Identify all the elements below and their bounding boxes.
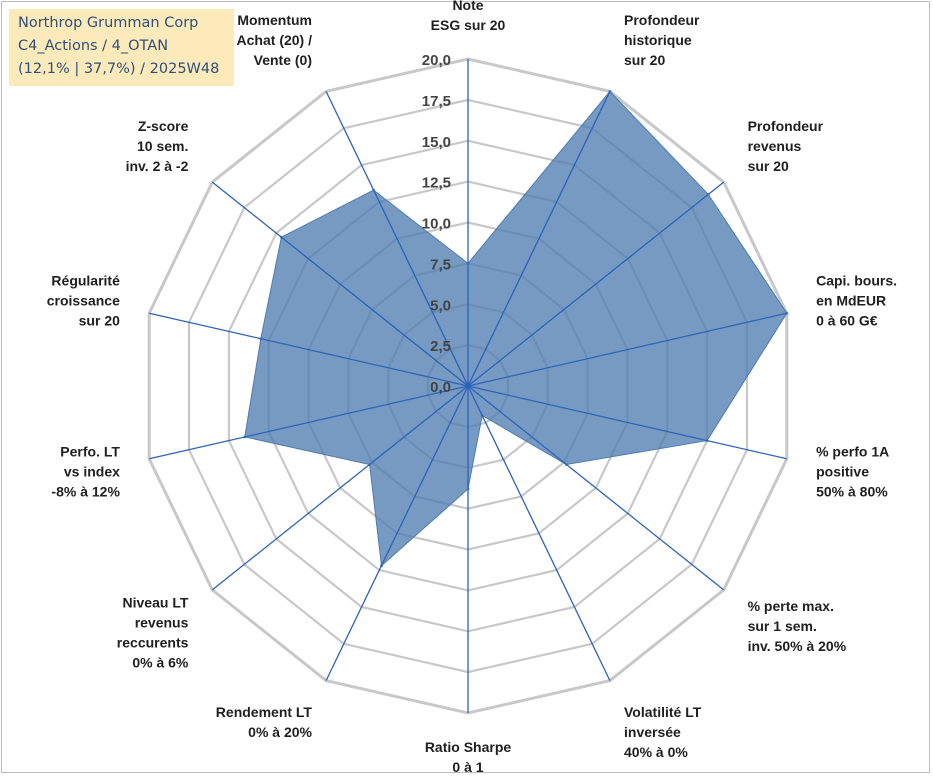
tick-label-5: 12,5 bbox=[422, 175, 451, 192]
stats-week: (12,1% | 37,7%) / 2025W48 bbox=[18, 61, 220, 77]
axis-spoke-10 bbox=[149, 385, 469, 460]
axis-label-4: % perfo 1A positive 50% à 80% bbox=[816, 444, 889, 500]
tick-label-4: 10,0 bbox=[422, 216, 451, 233]
tick-label-8: 20,0 bbox=[422, 52, 451, 69]
tick-label-2: 5,0 bbox=[430, 297, 451, 314]
axis-label-7: Ratio Sharpe 0 à 1 bbox=[425, 739, 512, 775]
axis-label-6: Volatilité LT inversée 40% à 0% bbox=[624, 704, 702, 760]
axis-spoke-2 bbox=[467, 181, 725, 387]
axis-label-13: Momentum Achat (20) / Vente (0) bbox=[237, 12, 313, 68]
series-area bbox=[244, 90, 788, 567]
axis-spoke-4 bbox=[467, 385, 787, 460]
axis-spoke-13 bbox=[325, 91, 469, 387]
tick-label-6: 15,0 bbox=[422, 134, 451, 151]
tick-label-3: 7,5 bbox=[430, 256, 451, 273]
axis-label-12: Z-score 10 sem. inv. 2 à -2 bbox=[126, 118, 189, 174]
axis-spoke-5 bbox=[467, 385, 725, 591]
axis-label-1: Profondeur historique sur 20 bbox=[624, 12, 700, 68]
axis-spoke-12 bbox=[211, 181, 469, 387]
info-box: Northrop Grumman Corp C4_Actions / 4_OTA… bbox=[9, 9, 234, 86]
axis-label-0: Note ESG sur 20 bbox=[431, 0, 506, 33]
axis-label-9: Niveau LT revenus reccurents 0% à 6% bbox=[117, 594, 189, 670]
axis-label-3: Capi. bours. en MdEUR 0 à 60 G€ bbox=[816, 272, 897, 328]
tick-label-1: 2,5 bbox=[430, 338, 451, 355]
axis-spoke-8 bbox=[325, 385, 469, 681]
axis-spoke-3 bbox=[467, 312, 787, 387]
axis-labels: Note ESG sur 20 Profondeur historique sur 20… bbox=[47, 0, 897, 775]
axis-spoke-6 bbox=[467, 385, 611, 681]
tick-label-7: 17,5 bbox=[422, 93, 451, 110]
axis-label-8: Rendement LT 0% à 20% bbox=[216, 704, 313, 740]
axis-label-2: Profondeur revenus sur 20 bbox=[748, 118, 824, 174]
radar-axes bbox=[149, 59, 787, 713]
company-name: Northrop Grumman Corp bbox=[18, 15, 199, 31]
radial-tick-labels: 0,0 2,5 5,0 7,5 10,0 12,5 15,0 17,5 20,0 bbox=[422, 52, 451, 396]
axis-spoke-1 bbox=[467, 91, 611, 387]
axis-spoke-9 bbox=[211, 385, 469, 591]
axis-spoke-11 bbox=[149, 312, 469, 387]
axis-label-11: Régularité croissance sur 20 bbox=[47, 272, 120, 328]
category-path: C4_Actions / 4_OTAN bbox=[18, 38, 169, 54]
tick-label-0: 0,0 bbox=[430, 379, 451, 396]
axis-label-10: Perfo. LT vs index -8% à 12% bbox=[51, 444, 120, 500]
axis-label-5: % perte max. sur 1 sem. inv. 50% à 20% bbox=[748, 598, 847, 654]
radar-series bbox=[243, 89, 789, 568]
